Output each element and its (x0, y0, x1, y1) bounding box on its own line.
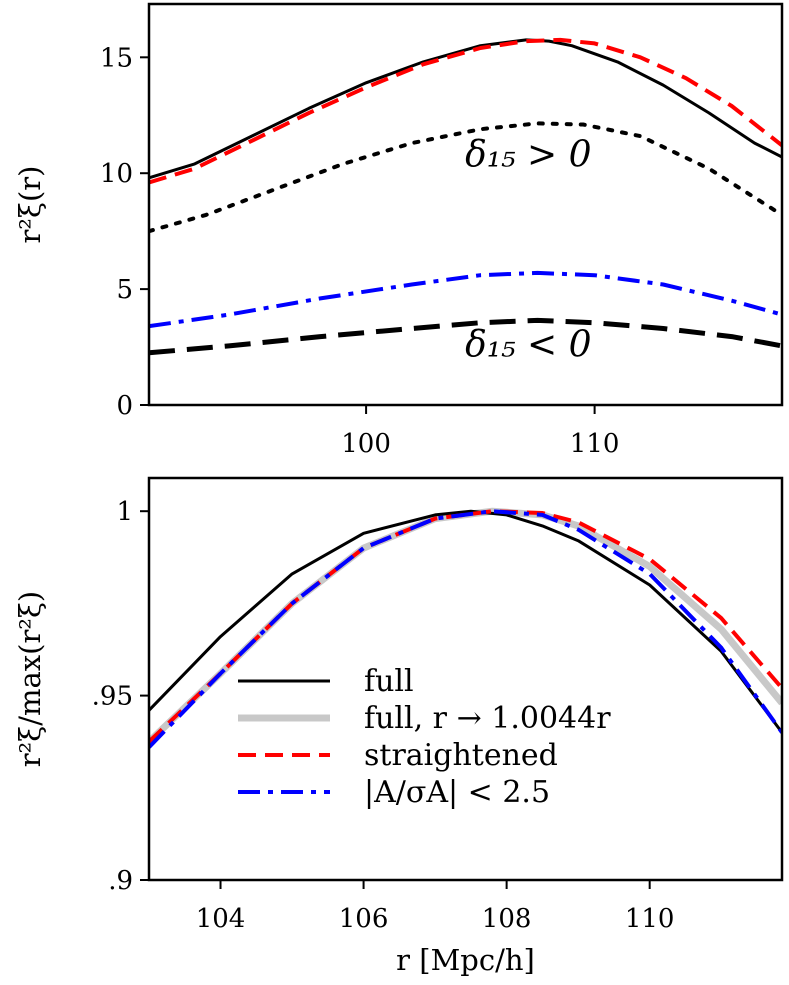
y-tick-label: 1 (116, 497, 133, 527)
y-axis-label: r²ξ(r) (13, 166, 47, 244)
series-line-0 (149, 317, 782, 356)
series-group (149, 507, 782, 749)
x-tick-label: 110 (570, 429, 620, 459)
bottom-panel: 104 106 108 110 .9 .95 1 r²ξ/max(r²ξ) r [Mpc/h] f… (13, 476, 784, 977)
x-axis-label: r [Mpc/h] (396, 943, 535, 977)
x-tick-label: 100 (341, 429, 391, 459)
axes-frame (147, 476, 784, 882)
axes-frame (147, 2, 784, 407)
y-tick-label: 0 (116, 391, 133, 421)
legend-label-full-r-1-0044r: full, r → 1.0044r (364, 701, 611, 736)
y-tick-label: 10 (100, 159, 133, 189)
y-tick-label: .9 (108, 866, 133, 896)
x-tick-label: 106 (339, 904, 389, 934)
series-line-a-a-2-5 (149, 509, 782, 749)
y-axis-label: r²ξ/max(r²ξ) (13, 591, 47, 767)
series-line-full (149, 38, 782, 180)
series-line-full (149, 509, 782, 734)
annotation-0: δ₁₅ > 0 (465, 134, 592, 175)
annotation-0: δ₁₅ < 0 (465, 324, 592, 365)
x-tick-label: 110 (625, 904, 675, 934)
x-tick-label: 104 (196, 904, 246, 934)
legend-label-straightened: straightened (364, 738, 558, 773)
series-group (149, 37, 782, 356)
legend-label-full: full (364, 664, 414, 699)
y-tick-label: 15 (100, 43, 133, 73)
legend-label-a-a-2-5: |A/σA| < 2.5 (364, 775, 550, 810)
top-panel: 100 110 0 5 10 15 r²ξ(r) δ₁₅ > 0 δ₁₅ < 0 (13, 2, 784, 459)
series-line-0 (149, 121, 782, 234)
series-line-straightened (149, 509, 782, 744)
series-line-a-a-2-5 (149, 270, 782, 329)
y-tick-label: 5 (116, 275, 133, 305)
x-tick-label: 108 (482, 904, 532, 934)
series-line-straightened (149, 37, 782, 185)
y-tick-label: .95 (92, 682, 133, 712)
